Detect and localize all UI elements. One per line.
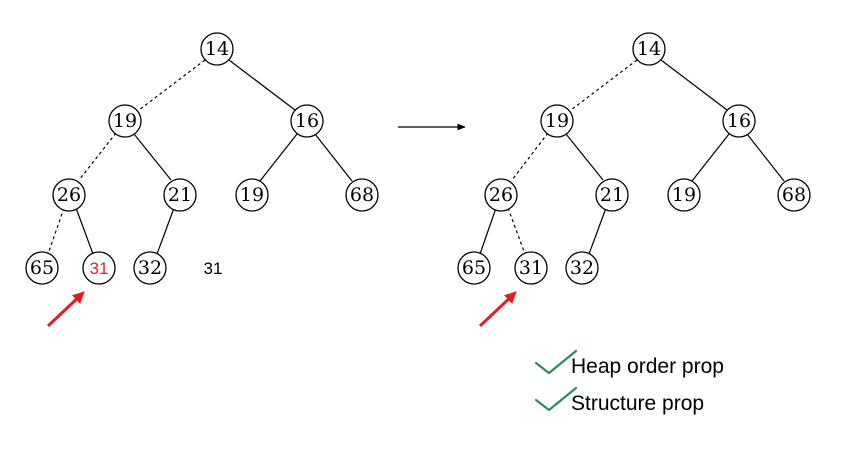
node-label: 26	[57, 184, 81, 206]
node-label: 19	[545, 110, 569, 132]
edge-before-14-16	[228, 59, 296, 111]
tree-node: 68	[777, 178, 811, 212]
edge-after-26-65	[479, 207, 497, 255]
node-label: 19	[240, 184, 264, 206]
edge-after-19-26	[511, 132, 549, 181]
after-tree: 14 19 16 26 21 19 68 65	[457, 32, 811, 328]
edge-before-16-68	[314, 133, 353, 182]
node-label: 19	[672, 184, 696, 206]
checklist: Heap order prop Structure prop	[534, 349, 724, 415]
tree-node: 16	[290, 104, 324, 138]
tree-node: 19	[108, 104, 142, 138]
edge-before-26-31	[75, 207, 94, 255]
node-label: 32	[570, 257, 594, 279]
edge-after-26-31	[507, 207, 526, 255]
red-pointer-arrow-icon	[46, 291, 85, 328]
node-label: 14	[637, 38, 661, 60]
tree-node: 21	[163, 178, 197, 212]
node-label: 68	[782, 184, 806, 206]
edge-before-21-32	[156, 207, 175, 255]
checklist-label: Heap order prop	[571, 355, 724, 378]
node-label: 26	[489, 184, 513, 206]
node-label-highlighted: 31	[90, 259, 109, 278]
tree-node: 26	[484, 178, 518, 212]
edge-before-19-26	[78, 132, 117, 181]
edge-after-16-68	[746, 133, 785, 182]
node-label: 31	[519, 257, 543, 279]
edge-before-14-19	[138, 59, 206, 111]
node-label: 65	[462, 257, 486, 279]
tree-node: 65	[457, 251, 491, 285]
node-label: 16	[727, 110, 751, 132]
tree-node: 26	[52, 178, 86, 212]
edge-before-16-19	[259, 133, 298, 182]
tree-node: 19	[667, 178, 701, 212]
tree-node: 32	[133, 251, 167, 285]
node-label: 16	[295, 110, 319, 132]
red-pointer-arrow-icon	[478, 291, 517, 328]
checklist-item: Heap order prop	[534, 349, 724, 378]
edge-after-21-32	[588, 207, 607, 255]
node-label: 14	[205, 38, 229, 60]
checklist-label: Structure prop	[571, 392, 704, 415]
tree-node-highlighted: 31	[82, 251, 116, 285]
edge-before-19-21	[133, 133, 172, 181]
edge-after-14-19	[570, 59, 638, 111]
tree-node: 31	[514, 251, 548, 285]
edge-after-14-16	[660, 59, 728, 111]
tree-node: 19	[540, 104, 574, 138]
node-label: 21	[168, 184, 192, 206]
edge-after-19-21	[565, 133, 604, 181]
tree-node: 16	[722, 104, 756, 138]
node-label: 32	[138, 257, 162, 279]
node-label: 65	[30, 257, 54, 279]
tree-node: 21	[595, 178, 629, 212]
checklist-item: Structure prop	[534, 386, 704, 415]
check-icon	[534, 349, 578, 375]
tree-node: 14	[632, 32, 666, 66]
tree-node: 68	[345, 178, 379, 212]
edge-before-26-65	[47, 207, 65, 255]
before-tree: 14 19 16 26 21 19 68 65	[25, 32, 379, 328]
tree-node: 19	[235, 178, 269, 212]
node-label: 19	[113, 110, 137, 132]
tree-node: 32	[565, 251, 599, 285]
tree-node: 14	[200, 32, 234, 66]
check-icon	[534, 386, 578, 412]
pending-value: 31	[204, 259, 223, 278]
node-label: 68	[350, 184, 374, 206]
tree-node: 65	[25, 251, 59, 285]
edge-after-16-19	[691, 133, 730, 182]
node-label: 21	[600, 184, 624, 206]
